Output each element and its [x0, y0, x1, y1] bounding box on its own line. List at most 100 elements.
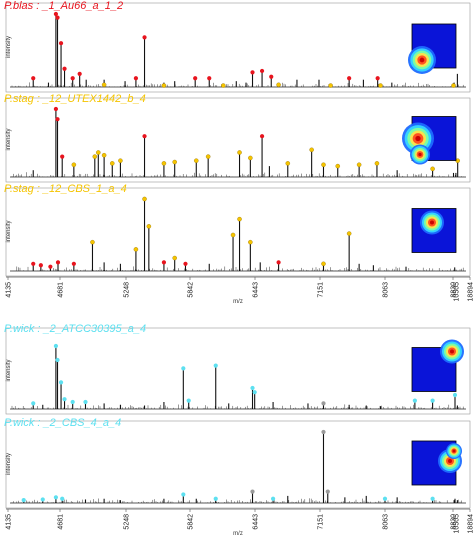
- peak-marker: [356, 162, 362, 168]
- x-axis-label: m/z: [233, 531, 243, 537]
- peak-marker: [276, 82, 281, 88]
- peak-marker: [248, 155, 253, 161]
- peak-marker: [70, 76, 75, 81]
- peak-marker: [31, 401, 36, 406]
- peak-marker: [31, 261, 36, 266]
- panel-frame: [5, 97, 471, 183]
- x-tick-label: 10505: [454, 282, 461, 302]
- spectrum-panel: P.stag : _12_UTEX1442_b_4 intensity: [4, 93, 471, 183]
- peak-marker: [250, 70, 255, 75]
- panel-frame: [5, 2, 471, 93]
- peak-marker: [347, 76, 352, 81]
- peak-marker: [55, 260, 61, 265]
- x-axis: 4135 4681 5248 5842 6443 7151 8063 8830 18894 105…: [6, 508, 474, 537]
- peak-marker: [374, 161, 380, 166]
- peak-marker: [101, 82, 107, 88]
- peak-marker: [430, 398, 435, 403]
- x-tick-label: 8063: [383, 282, 390, 298]
- peak-marker: [181, 366, 186, 371]
- peak-marker: [53, 106, 59, 112]
- x-tick-label: 5248: [124, 514, 131, 530]
- panel-frame: [5, 327, 471, 415]
- peak-marker: [110, 161, 115, 166]
- peak-marker: [118, 158, 123, 163]
- noise: [11, 172, 464, 177]
- peak-marker: [237, 216, 242, 222]
- y-axis-label: intensity: [6, 128, 12, 150]
- x-tick-label: 7151: [318, 282, 325, 298]
- peak-marker: [53, 11, 59, 17]
- peak-marker: [92, 154, 98, 159]
- peak-marker: [430, 166, 435, 172]
- peak-marker: [321, 401, 326, 406]
- peak-marker: [321, 429, 326, 435]
- x-tick-label: 18894: [468, 282, 474, 302]
- x-tick-label: 8063: [383, 514, 390, 530]
- peak-marker: [101, 152, 107, 158]
- x-tick-label: 4681: [58, 282, 65, 298]
- panel-title: P.wick : _2_ATCC30395_a_4: [4, 323, 146, 335]
- peak-marker: [53, 343, 59, 349]
- peak-marker: [276, 260, 281, 265]
- peak-marker: [452, 392, 458, 398]
- noise: [11, 266, 464, 271]
- peak-marker: [60, 496, 65, 501]
- peak-marker: [248, 239, 253, 245]
- x-tick-label: 4135: [6, 514, 13, 530]
- peak-marker: [378, 83, 383, 88]
- peak-marker: [70, 399, 75, 405]
- heatmap-inset: [411, 208, 457, 253]
- peak-marker: [183, 261, 188, 266]
- peak-marker: [172, 255, 177, 261]
- y-axis-label: intensity: [6, 220, 12, 242]
- peak-marker: [328, 83, 333, 88]
- heatmap-inset: [411, 339, 464, 392]
- peak-marker: [172, 159, 177, 165]
- peak-marker: [38, 263, 43, 268]
- peak-marker: [161, 83, 167, 88]
- heatmap-inset: [402, 116, 457, 165]
- peak-marker: [321, 261, 326, 267]
- x-tick-label: 8830: [451, 514, 458, 530]
- peak-marker: [55, 15, 60, 20]
- heatmap-blob: [430, 220, 434, 225]
- x-tick-label: 6443: [253, 282, 260, 298]
- peak-marker: [48, 264, 53, 269]
- x-tick-label: 4681: [58, 514, 65, 530]
- peak-marker: [207, 76, 212, 81]
- peak-marker: [252, 390, 257, 395]
- x-tick-label: 8830: [451, 282, 458, 298]
- peak-marker: [375, 76, 380, 81]
- peak-marker: [213, 496, 218, 501]
- peak-marker: [181, 492, 186, 497]
- peak-marker: [451, 83, 456, 88]
- peak-marker: [83, 399, 88, 405]
- y-axis-label: intensity: [6, 36, 12, 58]
- spectrum-panel: P.wick : _2_CBS_4_a_4 intensity: [4, 417, 471, 509]
- peak-marker: [285, 161, 291, 166]
- panel-title: P.blas : _1_Au66_a_1_2: [4, 0, 123, 12]
- peak-marker: [96, 150, 101, 155]
- peak-marker: [412, 398, 417, 403]
- peak-marker: [40, 497, 45, 502]
- heatmap-blob: [450, 349, 454, 354]
- panel-title: P.stag : _12_CBS_1_a_4: [4, 183, 127, 195]
- peak-marker: [259, 134, 265, 139]
- peak-marker: [58, 380, 64, 385]
- peak-marker: [382, 496, 388, 501]
- peak-marker: [142, 35, 147, 40]
- x-tick-label: 10505: [454, 514, 461, 534]
- peak-marker: [77, 71, 82, 76]
- x-tick-label: 5248: [124, 282, 131, 298]
- peak-marker: [237, 150, 242, 155]
- peak-marker: [325, 489, 330, 494]
- heatmap-blob: [415, 135, 421, 142]
- heatmap-blob: [418, 152, 422, 157]
- x-tick-label: 4135: [6, 282, 13, 298]
- peak-marker: [259, 68, 265, 74]
- peak-marker: [71, 261, 76, 266]
- spectrum-panel: P.wick : _2_ATCC30395_a_4 intensity: [4, 323, 471, 415]
- peak-marker: [250, 385, 255, 391]
- peak-marker: [142, 134, 147, 139]
